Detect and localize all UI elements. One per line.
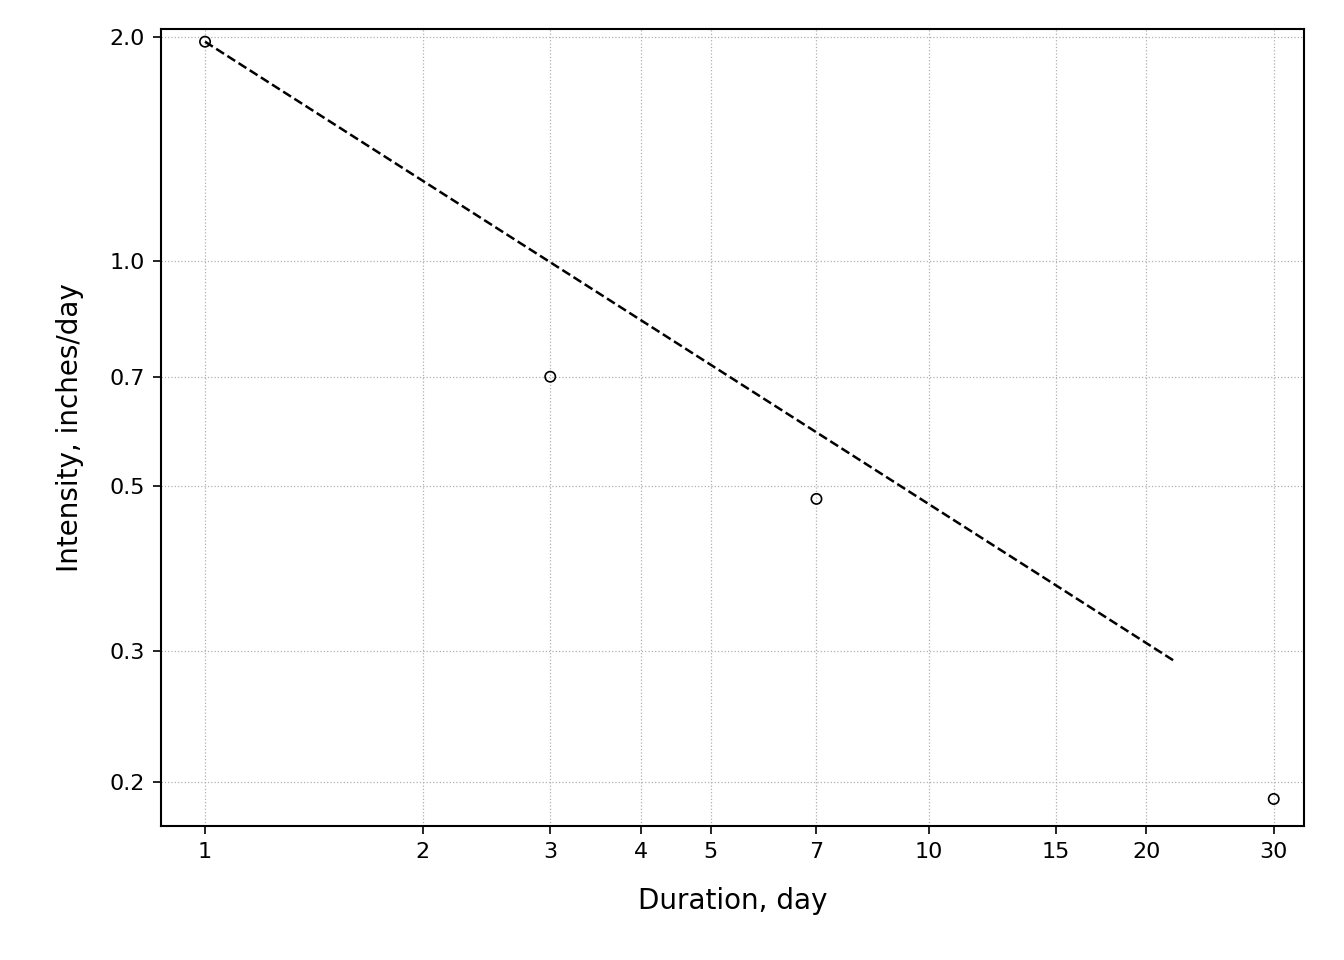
Point xyxy=(805,492,827,507)
Point xyxy=(1263,791,1285,806)
X-axis label: Duration, day: Duration, day xyxy=(638,887,827,915)
Point xyxy=(195,34,216,49)
Y-axis label: Intensity, inches/day: Intensity, inches/day xyxy=(56,283,85,571)
Point xyxy=(539,369,560,384)
